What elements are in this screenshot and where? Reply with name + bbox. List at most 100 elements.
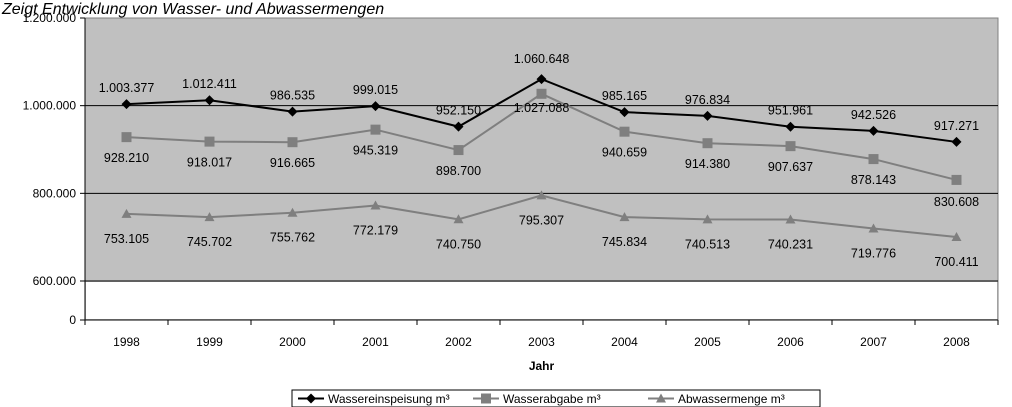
legend-label: Abwassermenge m³ [678, 392, 785, 406]
legend: Wassereinspeisung m³ Wasserabgabe m³ Abwas… [291, 389, 821, 407]
data-point [536, 74, 547, 85]
x-tick-label: 2007 [860, 335, 887, 349]
data-point [785, 121, 796, 132]
data-point [287, 106, 298, 117]
y-axis-ticks: 0 600.000 800.000 1.000.000 1.200.000 [23, 11, 85, 327]
x-tick-label: 2006 [777, 335, 804, 349]
data-label: 952.150 [436, 104, 481, 118]
data-label: 755.762 [270, 231, 315, 245]
data-label: 740.231 [768, 238, 813, 252]
data-label: 918.017 [187, 156, 232, 170]
data-point [868, 154, 879, 165]
legend-label: Wassereinspeisung m³ [328, 392, 450, 406]
data-point [287, 137, 298, 148]
y-tick-label: 1.200.000 [23, 11, 77, 25]
data-label: 772.179 [353, 224, 398, 238]
data-point [121, 208, 132, 218]
data-label: 976.834 [685, 93, 730, 107]
data-point [370, 101, 381, 112]
data-label: 740.513 [685, 237, 730, 251]
x-tick-label: 2008 [943, 335, 970, 349]
data-point [204, 95, 215, 106]
data-point [287, 207, 298, 217]
data-point [121, 132, 132, 143]
x-tick-label: 2002 [445, 335, 472, 349]
x-axis-title: Jahr [529, 359, 555, 373]
axis-break-gap [86, 282, 997, 319]
data-point [453, 214, 464, 224]
data-label: 719.776 [851, 246, 896, 260]
series-1: 1.003.377 1.012.411 986.535 999.015 952.150 1… [99, 52, 979, 147]
series-2: 928.210 918.017 916.665 945.319 898.700 1.027… [104, 88, 979, 209]
data-label: 700.411 [934, 255, 978, 269]
data-label: 945.319 [353, 144, 398, 158]
data-label: 745.834 [602, 235, 647, 249]
legend-marker [656, 393, 666, 403]
axes [84, 18, 998, 321]
data-point [785, 214, 796, 224]
data-label: 830.608 [934, 195, 979, 209]
data-label: 907.637 [768, 160, 813, 174]
data-label: 999.015 [353, 83, 398, 97]
legend-label: Wasserabgabe m³ [503, 392, 601, 406]
data-point [868, 223, 879, 233]
data-point [785, 141, 796, 152]
data-point [453, 121, 464, 132]
data-point [619, 212, 630, 222]
plot-area [84, 17, 999, 321]
data-label: 1.027.088 [514, 101, 570, 115]
data-label: 753.105 [104, 232, 149, 246]
data-label: 1.012.411 [182, 77, 237, 91]
data-point [951, 174, 962, 185]
x-tick-label: 2003 [528, 335, 555, 349]
legend-entry: Abwassermenge m³ [648, 392, 785, 406]
x-tick-label: 2005 [694, 335, 721, 349]
data-label: 745.702 [187, 235, 232, 249]
data-label: 1.003.377 [99, 81, 155, 95]
data-label: 878.143 [851, 173, 896, 187]
data-point [702, 214, 713, 224]
data-label: 951.961 [768, 104, 813, 118]
x-tick-label: 2004 [611, 335, 638, 349]
data-point [868, 125, 879, 136]
data-label: 1.060.648 [514, 52, 570, 66]
data-point [204, 212, 215, 222]
x-tick-label: 2001 [362, 335, 389, 349]
data-point [370, 200, 381, 210]
data-point [951, 136, 962, 147]
data-label: 795.307 [519, 213, 564, 227]
data-point [370, 124, 381, 135]
data-point [536, 88, 547, 99]
data-label: 985.165 [602, 89, 647, 103]
y-tick-label: 600.000 [33, 274, 77, 288]
data-point [619, 107, 630, 118]
series-group: 1.003.377 1.012.411 986.535 999.015 952.150 1… [99, 52, 979, 269]
series-3: 753.105 745.702 755.762 772.179 740.750 795.3… [104, 190, 979, 269]
data-point [536, 190, 547, 200]
data-point [619, 126, 630, 137]
x-tick-label: 1998 [113, 335, 140, 349]
data-label: 940.659 [602, 146, 647, 160]
x-tick-label: 1999 [196, 335, 223, 349]
data-point [453, 145, 464, 156]
legend-entry: Wassereinspeisung m³ [298, 392, 450, 406]
legend-entry: Wasserabgabe m³ [473, 392, 601, 406]
data-point [702, 138, 713, 149]
data-point [121, 99, 132, 110]
figure-caption: Zeigt Entwicklung von Wasser- und Abwass… [1, 1, 384, 18]
data-label: 916.665 [270, 156, 315, 170]
legend-box [291, 389, 821, 407]
x-axis-ticks: 1998 1999 2000 2001 2002 2003 2004 2005 2006 2007… [84, 320, 999, 349]
grid-lines [85, 105, 998, 319]
data-label: 914.380 [685, 157, 730, 171]
data-label: 928.210 [104, 151, 149, 165]
y-tick-label: 0 [69, 313, 76, 327]
x-tick-label: 2000 [279, 335, 306, 349]
data-point [951, 231, 962, 241]
data-label: 740.750 [436, 237, 481, 251]
data-label: 986.535 [270, 89, 315, 103]
data-label: 942.526 [851, 108, 896, 122]
data-label: 898.700 [436, 164, 481, 178]
legend-marker [481, 393, 491, 404]
